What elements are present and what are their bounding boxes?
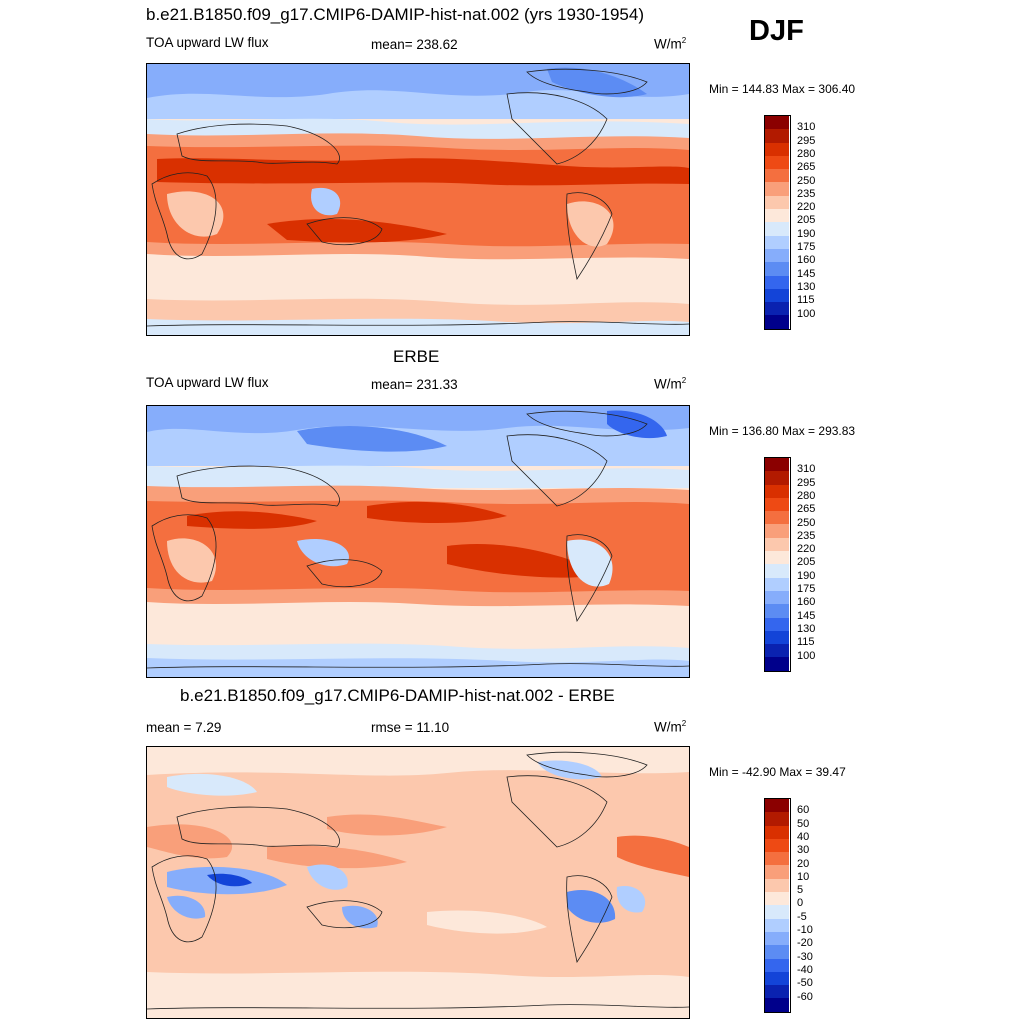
colorbar-tick-label: 280 [797,147,816,160]
panel-3-map-svg [147,747,689,1018]
panel-3-map [146,746,690,1019]
colorbar-tick-label: 5 [797,884,804,897]
colorbar-tick-label: 145 [797,609,816,622]
colorbar-tick-label: -60 [797,990,813,1003]
colorbar-tick-label: 115 [797,294,815,307]
colorbar-tick-label: 50 [797,817,810,830]
colorbar-tick-label: 100 [797,307,816,320]
colorbar-tick-label: 175 [797,583,816,595]
panel-1-mean-label: mean= 238.62 [371,37,458,52]
panel-3-units: W/m2 [654,719,687,735]
colorbar-tick-label: 160 [797,254,816,267]
panel-1-minmax: Min = 144.83 Max = 306.40 [709,82,856,96]
colorbar-tick-label: 265 [797,161,816,174]
panel-2-mean-label: mean= 231.33 [371,377,458,392]
panel-1-units: W/m2 [654,36,687,52]
colorbar-tick-label: 250 [797,174,816,187]
colorbar-tick-label: 0 [797,897,804,910]
panel-1-map [146,63,690,336]
colorbar-tick-label: 190 [797,569,816,582]
panel-2-map-svg [147,406,689,677]
colorbar-tick-label: 220 [797,543,816,556]
colorbar-tick-label: 40 [797,830,810,843]
colorbar-tick-label: 60 [797,804,810,817]
panel-2-units: W/m2 [654,376,687,392]
colorbar-tick-label: -40 [797,963,813,976]
colorbar-tick-label: -30 [797,950,813,963]
colorbar-tick-label: 130 [797,622,816,635]
colorbar-tick-label: -10 [797,924,813,936]
panel-1-title: b.e21.B1850.f09_g17.CMIP6-DAMIP-hist-nat… [146,5,644,24]
colorbar-tick-label: 160 [797,596,816,609]
panel-2-minmax: Min = 136.80 Max = 293.83 [709,424,856,438]
colorbar-tick-label: 310 [797,463,816,476]
colorbar-tick-label: 295 [797,476,816,489]
colorbar-tick-label: 280 [797,489,816,502]
colorbar-tick-label: 145 [797,267,816,280]
colorbar-tick-label: 235 [797,187,816,200]
colorbar-tick-label: 205 [797,556,816,569]
colorbar-tick-label: 100 [797,649,816,662]
colorbar-tick-label: -50 [797,977,813,990]
colorbar-tick-label: 205 [797,214,816,227]
colorbar-tick-label: 175 [797,241,816,253]
panel-3-colorbar [764,798,791,1013]
colorbar-tick-label: 30 [797,844,810,857]
panel-3-rmse-label: rmse = 11.10 [371,720,450,735]
colorbar-tick-label: -20 [797,937,813,950]
season-label: DJF [749,15,804,47]
colorbar-tick-label: 130 [797,280,816,293]
colorbar-tick-label: 20 [797,857,810,870]
panel-3-title: b.e21.B1850.f09_g17.CMIP6-DAMIP-hist-nat… [180,686,615,705]
colorbar-tick-label: 265 [797,503,816,516]
panel-2-title: ERBE [393,347,440,366]
colorbar-tick-label: 10 [797,870,810,883]
colorbar-tick-label: -5 [797,910,807,923]
colorbar-tick-label: 310 [797,121,816,134]
colorbar-tick-label: 220 [797,201,816,214]
panel-2-variable-label: TOA upward LW flux [146,375,269,390]
colorbar-tick-label: 295 [797,134,816,147]
colorbar-tick-label: 190 [797,227,816,240]
panel-1-map-svg [147,64,689,335]
colorbar-tick-label: 250 [797,516,816,529]
panel-3-minmax: Min = -42.90 Max = 39.47 [709,765,846,779]
colorbar-tick-label: 235 [797,529,816,542]
panel-1-colorbar [764,115,791,330]
panel-1-variable-label: TOA upward LW flux [146,35,269,50]
panel-2-colorbar [764,457,791,672]
colorbar-tick-label: 115 [797,636,815,649]
panel-3-mean-label: mean = 7.29 [146,720,222,735]
panel-2-map [146,405,690,678]
